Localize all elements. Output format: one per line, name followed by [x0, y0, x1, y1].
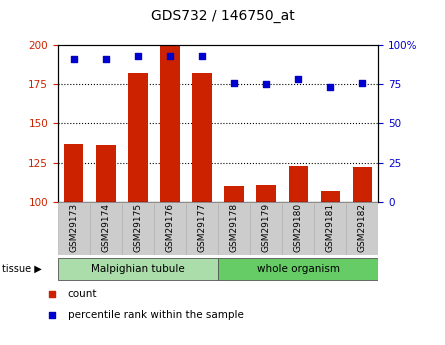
Point	[327, 85, 334, 90]
Text: GSM29182: GSM29182	[358, 203, 367, 252]
Bar	[58, 202, 90, 255]
Bar	[346, 202, 378, 255]
Bar	[314, 202, 346, 255]
Text: GSM29176: GSM29176	[166, 203, 174, 252]
Point	[198, 53, 206, 59]
Bar	[122, 202, 154, 255]
Bar	[256, 185, 276, 202]
Bar	[250, 202, 282, 255]
Text: Malpighian tubule: Malpighian tubule	[91, 264, 185, 274]
Text: GSM29181: GSM29181	[326, 203, 335, 252]
Text: GSM29175: GSM29175	[134, 203, 142, 252]
Point	[359, 80, 366, 85]
Point	[263, 81, 270, 87]
Point	[245, 232, 252, 237]
Bar	[90, 202, 122, 255]
Text: GDS732 / 146750_at: GDS732 / 146750_at	[150, 9, 295, 23]
Bar	[128, 73, 148, 202]
Bar	[192, 73, 212, 202]
Point	[295, 77, 302, 82]
Bar	[154, 202, 186, 255]
Point	[134, 53, 142, 59]
Bar	[288, 166, 308, 202]
Text: count: count	[68, 289, 97, 299]
Point	[231, 80, 238, 85]
Point	[102, 56, 109, 62]
Text: percentile rank within the sample: percentile rank within the sample	[68, 310, 243, 320]
Text: GSM29177: GSM29177	[198, 203, 206, 252]
Text: GSM29179: GSM29179	[262, 203, 271, 252]
Text: whole organism: whole organism	[257, 264, 340, 274]
Text: tissue ▶: tissue ▶	[2, 264, 42, 274]
Text: GSM29174: GSM29174	[101, 203, 110, 252]
Bar	[352, 167, 372, 202]
Point	[166, 53, 174, 59]
Bar	[218, 202, 250, 255]
Bar	[224, 186, 244, 202]
Bar	[160, 45, 180, 202]
Bar	[96, 145, 116, 202]
Bar	[186, 202, 218, 255]
Text: GSM29178: GSM29178	[230, 203, 239, 252]
Point	[245, 42, 252, 48]
Point	[70, 56, 77, 62]
Bar	[218, 258, 378, 280]
Text: GSM29180: GSM29180	[294, 203, 303, 252]
Bar	[64, 144, 84, 202]
Bar	[58, 258, 218, 280]
Bar	[282, 202, 314, 255]
Text: GSM29173: GSM29173	[69, 203, 78, 252]
Bar	[320, 191, 340, 202]
